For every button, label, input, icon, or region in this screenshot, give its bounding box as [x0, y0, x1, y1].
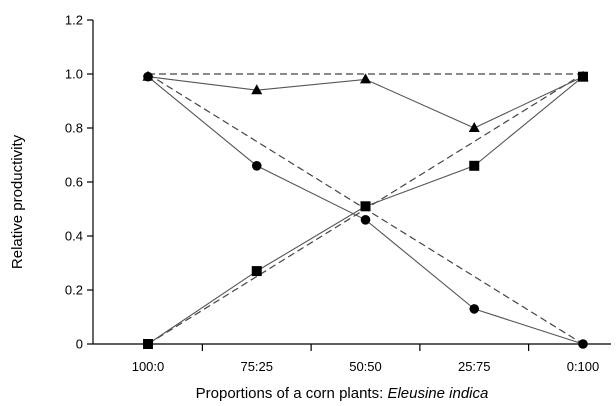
- y-tick-label: 0: [76, 337, 83, 352]
- y-tick-label: 0.4: [65, 229, 83, 244]
- data-point-circle: [143, 71, 153, 82]
- data-point-circle: [360, 215, 371, 225]
- data-point-triangle: [468, 122, 480, 132]
- data-point-square: [469, 160, 480, 171]
- data-point-triangle: [360, 73, 371, 84]
- x-tick-label: 50:50: [349, 359, 382, 374]
- x-axis-title: Proportions of a corn plants: Eleusine i…: [196, 385, 489, 402]
- x-tick-label: 100:0: [132, 359, 165, 374]
- y-axis-title: Relative productivity: [9, 134, 26, 269]
- x-tick-label: 25:75: [458, 359, 491, 374]
- y-tick-label: 0.8: [65, 121, 83, 136]
- data-point-triangle: [251, 84, 263, 95]
- axes: [92, 20, 611, 345]
- x-tick-label: 0:100: [567, 359, 600, 374]
- x-tick-label: 75:25: [240, 359, 273, 374]
- ticks: 0 0.2 0.4 0.6 0.8 1.0 1.2 100:0 75:25 50:50 25:75 0…: [65, 13, 599, 375]
- x-axis-title-species: Eleusine indica: [387, 385, 488, 402]
- data-point-circle: [469, 304, 480, 314]
- data-point-circle: [251, 161, 262, 171]
- y-tick-label: 0.6: [65, 175, 83, 190]
- x-axis-title-prefix: Proportions of a corn plants:: [196, 385, 388, 402]
- y-tick-label: 1.0: [65, 67, 83, 82]
- data-point-square: [360, 201, 371, 212]
- y-tick-label: 0.2: [65, 283, 83, 298]
- series-line-triangle: [147, 76, 584, 129]
- data-point-square: [578, 71, 588, 82]
- y-tick-label: 1.2: [65, 13, 83, 28]
- data-point-square: [251, 266, 262, 277]
